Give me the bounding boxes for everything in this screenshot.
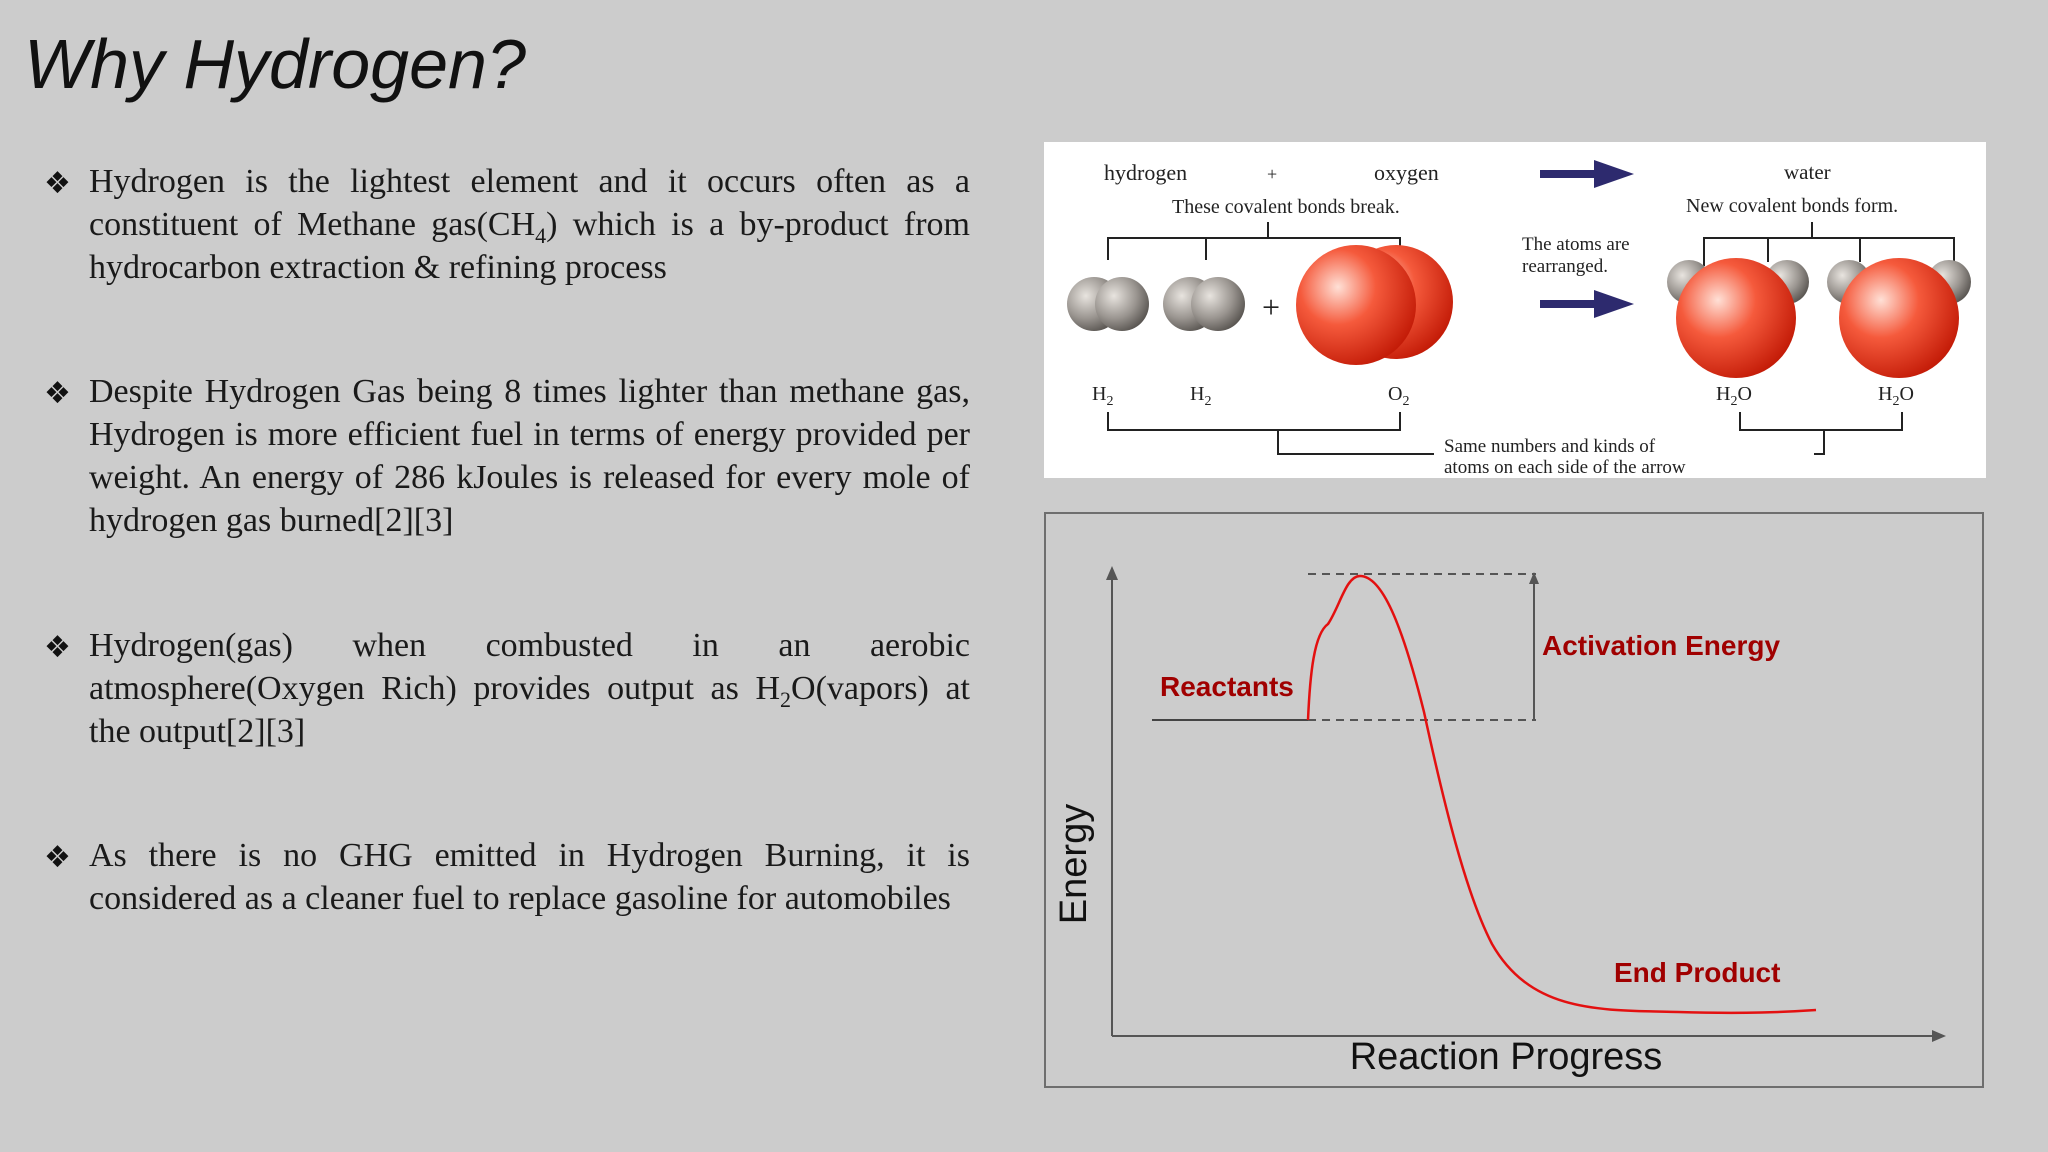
end-product-label: End Product (1614, 957, 1780, 988)
h2-molecule-1 (1067, 277, 1149, 331)
bullet-text: Hydrogen(gas) when combusted in an aerob… (89, 627, 970, 750)
bullet-text: As there is no GHG emitted in Hydrogen B… (89, 837, 970, 917)
o2-molecule (1296, 245, 1453, 365)
hydrogen-label: hydrogen (1104, 160, 1187, 185)
x-axis (1112, 1030, 1946, 1042)
h2o-molecule-2 (1827, 258, 1971, 378)
page-title: Why Hydrogen? (24, 25, 526, 103)
product-bracket (1703, 222, 1955, 266)
activation-arrow (1529, 572, 1539, 720)
h2-molecule-2 (1163, 277, 1245, 331)
bullet-item: ❖ Hydrogen(gas) when combusted in an aer… (40, 624, 970, 753)
arrow-top-icon (1540, 160, 1634, 188)
h2o-formula-1: H2O (1716, 383, 1752, 409)
activation-energy-label: Activation Energy (1542, 630, 1780, 661)
bullet-item: ❖ As there is no GHG emitted in Hydrogen… (40, 834, 970, 920)
h2-formula-2: H2 (1190, 383, 1211, 409)
diamond-bullet-icon: ❖ (44, 630, 71, 665)
x-axis-label: Reaction Progress (1350, 1036, 1663, 1078)
h2o-molecule-1 (1667, 258, 1809, 378)
h2o-formula-2: H2O (1878, 383, 1914, 409)
rearranged-label-1: The atoms are (1522, 234, 1630, 255)
same-numbers-label-1: Same numbers and kinds of (1444, 436, 1656, 457)
rearranged-label-2: rearranged. (1522, 256, 1608, 277)
bullet-item: ❖ Despite Hydrogen Gas being 8 times lig… (40, 370, 970, 542)
diamond-bullet-icon: ❖ (44, 376, 71, 411)
reactants-label: Reactants (1160, 671, 1294, 702)
y-axis (1106, 566, 1118, 1036)
reaction-diagram: hydrogen + oxygen These covalent bonds b… (1044, 142, 1986, 478)
arrow-bottom-icon (1540, 290, 1634, 318)
diamond-bullet-icon: ❖ (44, 840, 71, 875)
bullet-text: Hydrogen is the lightest element and it … (89, 163, 970, 286)
energy-diagram: Reactants Activation Energy End Product … (1044, 512, 1984, 1088)
plus-big-label: + (1262, 289, 1280, 325)
bottom-brackets (1107, 412, 1903, 455)
bullet-text: Despite Hydrogen Gas being 8 times light… (89, 373, 970, 539)
y-axis-label: Energy (1053, 804, 1095, 924)
same-numbers-label-2: atoms on each side of the arrow (1444, 457, 1686, 478)
diamond-bullet-icon: ❖ (44, 166, 71, 201)
bonds-form-label: New covalent bonds form. (1686, 195, 1898, 217)
water-label: water (1784, 160, 1831, 184)
oxygen-label: oxygen (1374, 160, 1439, 185)
h2-formula-1: H2 (1092, 383, 1113, 409)
bonds-break-label: These covalent bonds break. (1172, 196, 1400, 218)
plus-small-label: + (1267, 164, 1277, 184)
reaction-curve (1306, 574, 1817, 1015)
bullet-item: ❖ Hydrogen is the lightest element and i… (40, 160, 970, 289)
o2-formula: O2 (1388, 383, 1409, 409)
